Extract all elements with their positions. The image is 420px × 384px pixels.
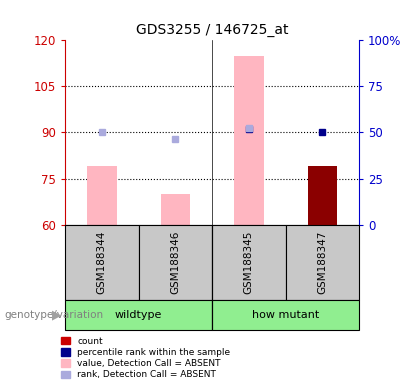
Text: genotype/variation: genotype/variation: [4, 310, 103, 320]
Text: GSM188346: GSM188346: [171, 230, 180, 294]
Text: ▶: ▶: [52, 308, 61, 321]
Bar: [139, 225, 212, 300]
Bar: [212, 225, 286, 300]
Bar: [65, 300, 212, 330]
Bar: [65, 225, 139, 300]
Bar: [234, 56, 264, 225]
Text: GSM188347: GSM188347: [318, 230, 327, 294]
Bar: [307, 166, 337, 225]
Bar: [87, 166, 117, 225]
Bar: [212, 300, 359, 330]
Text: GSM188345: GSM188345: [244, 230, 254, 294]
Legend: count, percentile rank within the sample, value, Detection Call = ABSENT, rank, : count, percentile rank within the sample…: [61, 337, 231, 379]
Text: how mutant: how mutant: [252, 310, 319, 320]
Text: wildtype: wildtype: [115, 310, 162, 320]
Text: GSM188344: GSM188344: [97, 230, 107, 294]
Bar: [161, 194, 190, 225]
Title: GDS3255 / 146725_at: GDS3255 / 146725_at: [136, 23, 289, 36]
Bar: [286, 225, 359, 300]
